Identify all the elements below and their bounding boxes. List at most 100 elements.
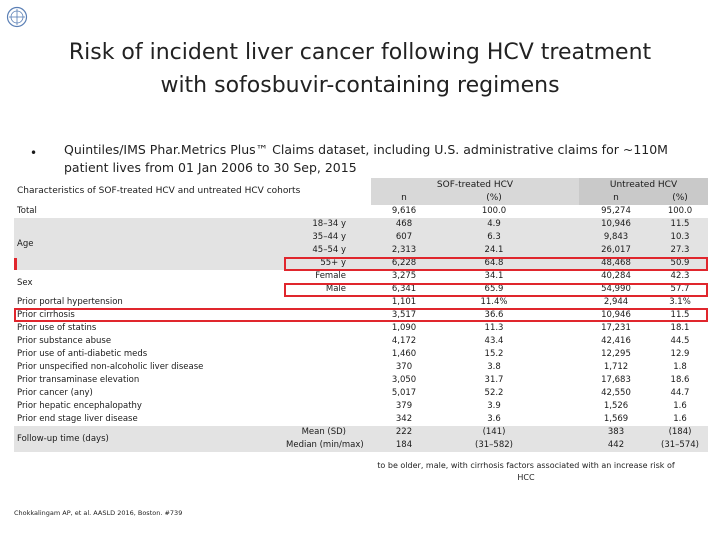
untreated-n-cell: 2,944 [603, 297, 629, 307]
untreated-n-cell: 10,946 [601, 310, 631, 320]
untreated-n-cell: 48,468 [601, 258, 631, 268]
untreated-pct-cell: 1.8 [673, 362, 687, 372]
untreated-n-cell: 26,017 [601, 245, 631, 255]
row-sublabel: Median (min/max) [286, 440, 364, 450]
sof-n-cell: 1,101 [391, 297, 417, 307]
sof-pct-cell: 11.4% [480, 297, 508, 307]
row-sublabel: Female [315, 271, 346, 281]
highlight-sex-male [284, 283, 708, 297]
table-row: 35–44 y 607 6.3 9,843 10.3 [14, 231, 708, 244]
untreated-n-cell: 1,712 [603, 362, 629, 372]
sof-pct-cell: 52.2 [484, 388, 504, 398]
table-row: Sex Male 6,341 65.9 54,990 57.7 [14, 278, 708, 296]
row-label: Prior substance abuse [17, 336, 112, 346]
sof-pct-cell: 100.0 [481, 206, 507, 216]
citation: Chokkalingam AP, et al. AASLD 2016, Bost… [14, 509, 183, 517]
untreated-n-cell: 1,526 [603, 401, 629, 411]
sof-n-cell: 468 [395, 219, 413, 229]
table-row: Mean (SD) 222 (141) 383 (184) [14, 426, 708, 439]
table-row: 55+ y 6,228 64.8 48,468 50.9 [14, 257, 708, 270]
untreated-pct-cell: (184) [668, 427, 692, 437]
untreated-n-cell: 17,231 [601, 323, 631, 333]
sof-n-cell: 2,313 [391, 245, 417, 255]
table-row: Prior end stage liver disease 342 3.6 1,569… [14, 413, 708, 426]
table-row: Prior hepatic encephalopathy 379 3.9 1,526 1… [14, 400, 708, 413]
sof-pct-cell: 65.9 [484, 284, 504, 294]
table-row: Prior use of statins 1,090 11.3 17,231 18.1 [14, 322, 708, 335]
sof-pct-cell: 43.4 [484, 336, 504, 346]
sof-n-header: n [401, 193, 407, 203]
untreated-n-cell: 42,550 [601, 388, 631, 398]
table-row: Prior transaminase elevation 3,050 31.7 17,… [14, 374, 708, 387]
sof-pct-cell: 6.3 [487, 232, 501, 242]
row-label: Prior hepatic encephalopathy [17, 401, 142, 411]
untreated-pct-header: (%) [672, 193, 688, 203]
row-sublabel: 45–54 y [312, 245, 346, 255]
untreated-n-cell: 95,274 [601, 206, 631, 216]
untreated-pct-cell: 100.0 [667, 206, 693, 216]
row-label: Age [17, 239, 34, 249]
table-row: Follow-up time (days) Median (min/max) 184… [14, 434, 708, 452]
row-label: Prior use of anti-diabetic meds [17, 349, 148, 359]
untreated-header-band [579, 178, 708, 205]
sof-n-cell: 184 [395, 440, 413, 450]
sof-pct-cell: 24.1 [484, 245, 504, 255]
sof-n-cell: 4,172 [391, 336, 417, 346]
untreated-pct-cell: 44.7 [670, 388, 690, 398]
sof-n-cell: 342 [395, 414, 413, 424]
untreated-n-cell: 42,416 [601, 336, 631, 346]
untreated-n-cell: 383 [607, 427, 625, 437]
untreated-pct-cell: 57.7 [670, 284, 690, 294]
bullet-text: Quintiles/IMS Phar.Metrics Plus™ Claims … [64, 142, 668, 175]
untreated-pct-cell: 11.5 [670, 310, 690, 320]
row-label: Total [17, 206, 37, 216]
highlight-prior-cirrhosis [14, 308, 708, 322]
sof-n-cell: 607 [395, 232, 413, 242]
sof-pct-cell: (141) [482, 427, 506, 437]
table-row: 18–34 y 468 4.9 10,946 11.5 [14, 218, 708, 231]
sof-n-cell: 6,341 [391, 284, 417, 294]
row-sublabel: Mean (SD) [301, 427, 346, 437]
untreated-pct-cell: 42.3 [670, 271, 690, 281]
untreated-pct-cell: 27.3 [670, 245, 690, 255]
untreated-n-cell: 12,295 [601, 349, 631, 359]
untreated-pct-cell: 10.3 [670, 232, 690, 242]
row-label: Prior end stage liver disease [17, 414, 138, 424]
untreated-n-cell: 40,284 [601, 271, 631, 281]
sof-n-cell: 6,228 [391, 258, 417, 268]
sof-pct-cell: 11.3 [484, 323, 504, 333]
highlight-age-55plus [284, 257, 708, 271]
untreated-n-header: n [613, 193, 619, 203]
table-title: Characteristics of SOF-treated HCV and u… [17, 186, 301, 196]
table-row: Prior substance abuse 4,172 43.4 42,416 44.5 [14, 335, 708, 348]
table-row: Prior use of anti-diabetic meds 1,460 15.2… [14, 348, 708, 361]
row-label: Prior transaminase elevation [17, 375, 140, 385]
untreated-pct-cell: 12.9 [670, 349, 690, 359]
untreated-pct-cell: 11.5 [670, 219, 690, 229]
table-row: Prior cirrhosis 3,517 36.6 10,946 11.5 [14, 309, 708, 322]
sof-n-cell: 1,460 [391, 349, 417, 359]
row-sublabel: 35–44 y [312, 232, 346, 242]
untreated-pct-cell: 44.5 [670, 336, 690, 346]
table-row: Prior portal hypertension 1,101 11.4% 2,944… [14, 296, 708, 309]
sof-n-cell: 222 [395, 427, 413, 437]
untreated-n-cell: 1,569 [603, 414, 629, 424]
bullet-marker: • [30, 146, 38, 160]
table-row: Age 45–54 y 2,313 24.1 26,017 27.3 [14, 239, 708, 257]
row-label: Prior use of statins [17, 323, 97, 333]
row-label: Follow-up time (days) [17, 434, 109, 444]
untreated-pct-cell: 3.1% [669, 297, 691, 307]
table-row: Prior unspecified non-alcoholic liver di… [14, 361, 708, 374]
sof-n-cell: 379 [395, 401, 413, 411]
row-label: Prior cirrhosis [17, 310, 75, 320]
table-footnote-line-2: HCC [517, 473, 535, 482]
sof-pct-cell: 64.8 [484, 258, 504, 268]
sof-pct-header: (%) [486, 193, 502, 203]
table-header-left [14, 178, 371, 205]
row-sublabel: 18–34 y [312, 219, 346, 229]
sof-pct-cell: (31–582) [475, 440, 513, 450]
table-footnote-line-1: to be older, male, with cirrhosis factor… [377, 461, 675, 470]
row-sublabel: 55+ y [320, 258, 346, 268]
untreated-n-cell: 54,990 [601, 284, 631, 294]
row-label: Prior portal hypertension [17, 297, 123, 307]
